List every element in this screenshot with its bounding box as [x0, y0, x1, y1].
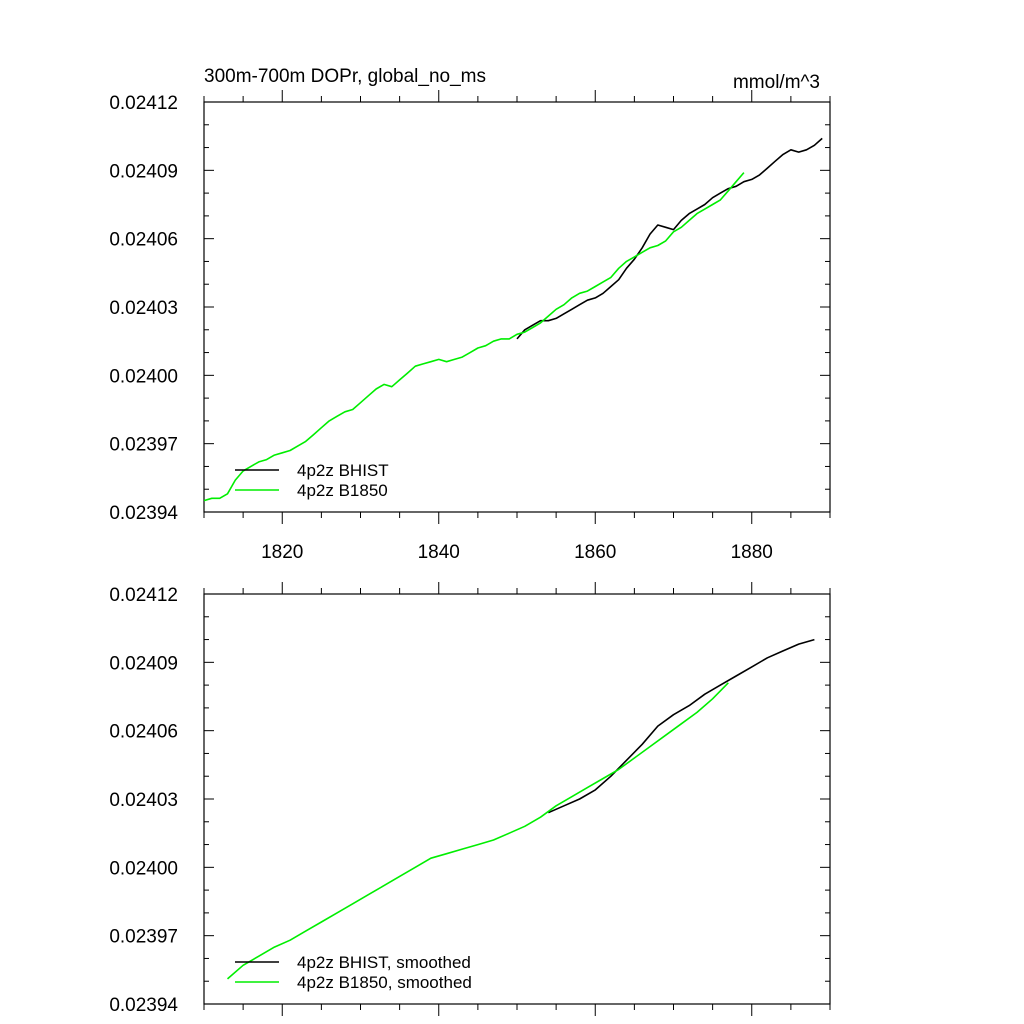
x-tick-label: 1840 [418, 542, 460, 563]
y-tick-label: 0.02394 [109, 503, 178, 524]
y-tick-label: 0.02397 [109, 927, 178, 948]
plot-frame [203, 101, 831, 513]
series-line-1 [516, 137, 823, 340]
chart-title: 300m-700m DOPr, global_no_ms [204, 66, 486, 87]
x-tick-label: 1820 [261, 542, 303, 563]
y-tick-label: 0.02412 [109, 585, 178, 606]
y-tick-label: 0.02406 [109, 722, 178, 743]
series-line-2 [226, 682, 729, 980]
y-tick-label: 0.02409 [109, 653, 178, 674]
legend-label: 4p2z BHIST [297, 461, 389, 480]
y-tick-label: 0.02403 [109, 790, 178, 811]
y-tick-label: 0.02403 [109, 298, 178, 319]
y-tick-label: 0.02409 [109, 161, 178, 182]
units-label: mmol/m^3 [733, 72, 820, 93]
y-tick-label: 0.02400 [109, 858, 178, 879]
plot-frame [203, 593, 831, 1005]
series-line-2 [203, 172, 745, 502]
x-tick-label: 1880 [731, 542, 773, 563]
series-line-1 [547, 638, 815, 814]
y-tick-label: 0.02406 [109, 230, 178, 251]
y-tick-label: 0.02394 [109, 995, 178, 1016]
chart-panel-2: 0.02412 0.02409 0.02406 0.02403 0.02400 0.023… [109, 582, 831, 1016]
y-tick-label: 0.02412 [109, 93, 178, 114]
legend-label: 4p2z B1850 [297, 481, 388, 500]
legend-label: 4p2z BHIST, smoothed [297, 953, 471, 972]
y-tick-label: 0.02400 [109, 366, 178, 387]
y-tick-label: 0.02397 [109, 435, 178, 456]
x-tick-label: 1860 [574, 542, 616, 563]
legend-label: 4p2z B1850, smoothed [297, 973, 472, 992]
chart-panel-1: 0.02412 0.02409 0.02406 0.02403 0.02400 0.023… [109, 66, 831, 563]
